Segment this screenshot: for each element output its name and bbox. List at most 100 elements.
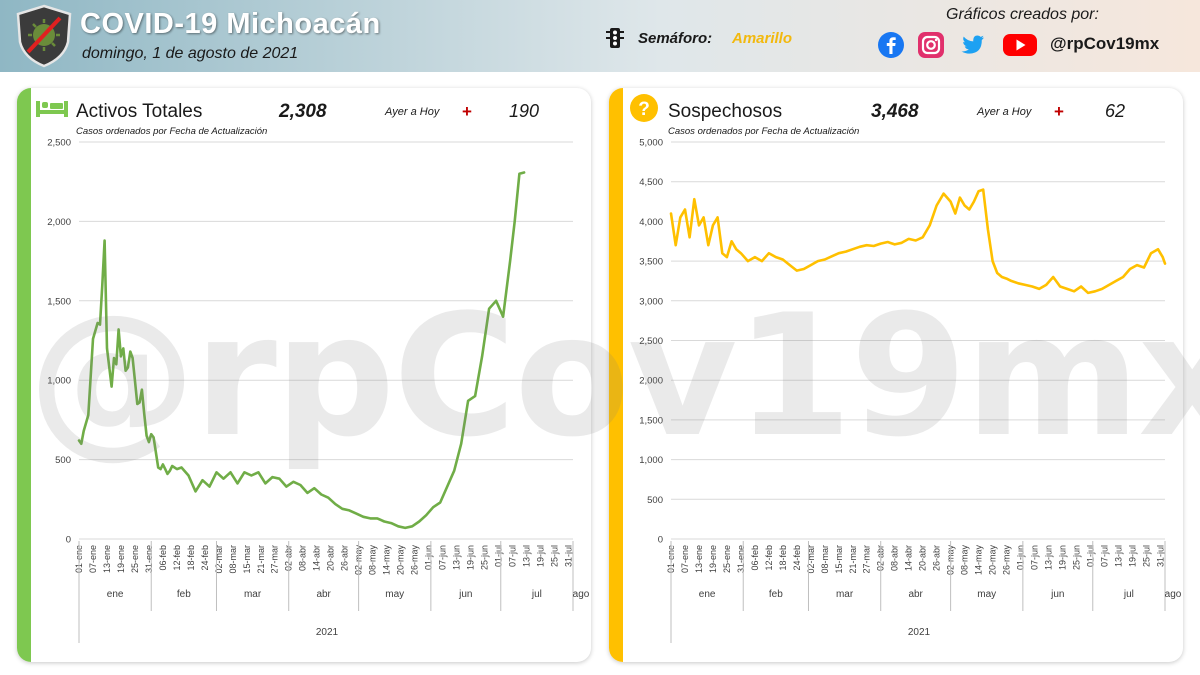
x-tick-label: 19-jun [465,545,475,570]
y-tick-label: 2,500 [639,336,663,347]
change-label: Ayer a Hoy [976,106,1033,118]
x-tick-label: 06-feb [750,545,760,571]
year-label: 2021 [316,627,339,638]
month-label: may [385,589,404,600]
svg-text:?: ? [638,99,650,120]
change-value: 62 [1105,101,1125,121]
panel-title: Sospechosos [668,101,782,122]
x-tick-label: 25-ene [722,545,732,573]
y-tick-label: 4,000 [639,217,663,228]
x-tick-label: 15-mar [242,545,252,574]
header-bar: COVID-19 Michoacán domingo, 1 de agosto … [0,0,1200,72]
instagram-icon[interactable] [917,31,945,59]
month-label: ene [699,589,716,600]
y-tick-label: 0 [66,535,71,546]
y-tick-label: 2,000 [47,217,71,228]
year-label: 2021 [908,627,931,638]
x-tick-label: 02-mar [214,545,224,574]
bed-icon [36,101,68,117]
twitter-handle: @rpCov19mx [1050,34,1160,53]
x-tick-label: 14-may [382,545,392,576]
x-tick-label: 27-mar [862,545,872,574]
x-tick-label: 01-jul [1085,545,1095,567]
x-tick-label: 02-mar [806,545,816,574]
y-tick-label: 3,500 [639,257,663,268]
total-value: 3,468 [871,101,919,122]
x-tick-label: 25-jul [1141,545,1151,567]
x-tick-label: 14-abr [904,545,914,571]
x-tick-label: 08-may [960,545,970,576]
x-tick-label: 07-jun [438,545,448,570]
panel-accent-bar [17,88,31,662]
x-tick-label: 24-feb [792,545,802,571]
x-tick-label: 31-jul [1155,545,1165,567]
x-tick-label: 12-feb [764,545,774,571]
semaforo-value: Amarillo [732,30,793,47]
y-tick-label: 2,000 [639,376,663,387]
x-tick-label: 08-mar [228,545,238,574]
credits-label: Gráficos creados por: [946,6,1099,23]
x-tick-label: 15-mar [834,545,844,574]
month-label: abr [316,589,331,600]
x-tick-label: 08-mar [820,545,830,574]
sort-note: Casos ordenados por Fecha de Actualizaci… [668,126,859,137]
month-label: jun [458,589,472,600]
total-value: 2,308 [278,101,327,122]
x-tick-label: 08-abr [890,545,900,571]
virus-shield-logo-icon [16,4,72,68]
x-tick-label: 20-abr [326,545,336,571]
month-label: ene [107,589,124,600]
x-tick-label: 26-abr [340,545,350,571]
x-tick-label: 01-jun [1016,545,1026,570]
y-tick-label: 2,500 [47,138,71,149]
y-tick-label: 1,000 [47,376,71,387]
plot-area: 0 500 1,000 1,500 2,000 2,500 3,000 3,500 4,000 4… [639,138,1182,643]
x-tick-label: 26-abr [932,545,942,571]
x-tick-label: 25-ene [130,545,140,573]
x-tick-label: 07-ene [680,545,690,573]
report-date: domingo, 1 de agosto de 2021 [82,45,299,62]
x-tick-label: 19-jul [535,545,545,567]
x-tick-label: 07-ene [88,545,98,573]
x-tick-label: 26-may [410,545,420,576]
change-sign: + [1054,102,1064,121]
x-tick-label: 07-jul [1099,545,1109,567]
x-tick-label: 21-mar [848,545,858,574]
x-tick-label: 14-may [974,545,984,576]
x-tick-label: 07-jun [1030,545,1040,570]
x-tick-label: 08-abr [298,545,308,571]
month-label: may [977,589,996,600]
x-tick-label: 13-jul [521,545,531,567]
x-tick-label: 18-feb [186,545,196,571]
x-tick-label: 13-ene [102,545,112,573]
x-tick-label: 01-jul [493,545,503,567]
series-line-sospechosos [669,188,1167,295]
panel-sospechosos: ? Sospechosos 3,468 Ayer a Hoy + 62 Caso… [609,88,1183,662]
question-icon: ? [630,94,658,122]
x-tick-label: 21-mar [256,545,266,574]
x-tick-label: 20-may [396,545,406,576]
x-tick-label: 14-abr [312,545,322,571]
twitter-icon[interactable] [958,31,986,59]
facebook-icon[interactable] [877,31,905,59]
x-tick-label: 19-jul [1127,545,1137,567]
x-tick-label: 13-jul [1113,545,1123,567]
x-tick-label: 19-ene [708,545,718,573]
month-label: feb [177,589,191,600]
x-tick-label: 13-jun [451,545,461,570]
x-tick-label: 27-mar [270,545,280,574]
x-tick-label: 25-jul [549,545,559,567]
youtube-icon[interactable] [1002,31,1038,59]
x-tick-label: 01-jun [424,545,434,570]
page-title: COVID-19 Michoacán [80,8,381,40]
x-tick-label: 31-ene [144,545,154,573]
y-tick-label: 3,000 [639,296,663,307]
month-label: mar [244,589,262,600]
change-value: 190 [509,101,539,121]
semaforo-label: Semáforo: [638,30,713,47]
month-label: ago [1165,589,1182,600]
chart-activos: Activos Totales 2,308 Ayer a Hoy + 190 C… [36,101,590,643]
x-tick-label: 20-abr [918,545,928,571]
y-tick-label: 1,000 [639,455,663,466]
